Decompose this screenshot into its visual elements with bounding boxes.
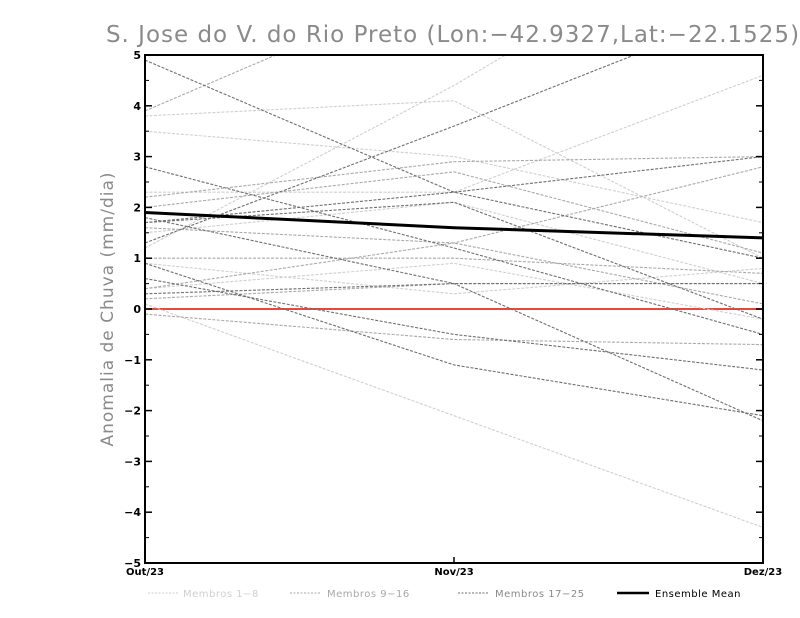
series-line-group3-member-7	[145, 156, 763, 224]
y-tick-label: 4	[133, 100, 141, 113]
series-line-group2-member-6	[145, 313, 763, 346]
series-line-group1-member-6	[145, 262, 763, 295]
series-line-group3-member-5	[145, 277, 763, 371]
series-line-group1-member-2	[145, 74, 763, 193]
chart-title: S. Jose do V. do Rio Preto (Lon:−42.9327…	[106, 22, 800, 48]
legend-label-ensemble-mean: Ensemble Mean	[655, 589, 741, 600]
x-tick-label: Out/23	[126, 567, 164, 578]
y-tick-label: −4	[124, 506, 141, 519]
legend-label-membros-1-8: Membros 1−8	[183, 589, 259, 600]
series-line-group1-member-4	[145, 262, 763, 320]
series-line-group3-member-3	[145, 166, 763, 335]
series-line-group3-member-4	[145, 262, 763, 417]
ticks-layer: −5 −4 −3 −2 −1 0 1 2 3 4 5 Out/23 Nov/23 Dez/23	[124, 49, 782, 578]
series-line-group1-member-3	[145, 55, 507, 249]
series-layer	[145, 55, 763, 528]
y-tick-label: 2	[133, 201, 141, 214]
series-line-group2-member-2	[145, 156, 763, 198]
y-tick-label: −2	[124, 405, 141, 418]
legend-label-membros-9-16: Membros 9−16	[327, 589, 410, 600]
series-line-group1-member-1	[145, 100, 763, 259]
series-line-group2-member-3	[145, 166, 763, 290]
series-line-group1-member-5	[145, 303, 763, 528]
y-tick-label: −5	[124, 557, 141, 570]
series-line-group3-member-2	[145, 55, 636, 244]
y-axis-label: Anomalia de Chuva (mm/dia)	[98, 171, 118, 446]
ensemble-mean-line	[145, 210, 763, 240]
y-tick-label: 5	[133, 49, 141, 62]
series-line-group2-member-5	[145, 227, 763, 305]
series-line-group2-member-4	[145, 257, 763, 274]
legend-label-membros-17-25: Membros 17−25	[495, 589, 585, 600]
y-tick-label: 0	[133, 303, 141, 316]
series-line-group2-member-7	[145, 171, 763, 254]
legend: Membros 1−8 Membros 9−16 Membros 17−25 E…	[148, 589, 741, 600]
x-tick-label: Nov/23	[434, 567, 473, 578]
series-line-group1-member-8	[145, 130, 763, 224]
y-tick-label: 3	[133, 151, 141, 164]
series-line-group3-member-1	[145, 59, 763, 259]
y-tick-label: −3	[124, 455, 141, 468]
y-tick-label: −1	[124, 354, 141, 367]
series-line-group3-member-6	[145, 217, 763, 422]
x-tick-label: Dez/23	[744, 567, 783, 578]
y-tick-label: 1	[133, 252, 141, 265]
series-line-group3-member-9	[145, 201, 763, 320]
series-line-group1-member-7	[145, 201, 763, 285]
series-line-group3-member-8	[145, 283, 763, 295]
